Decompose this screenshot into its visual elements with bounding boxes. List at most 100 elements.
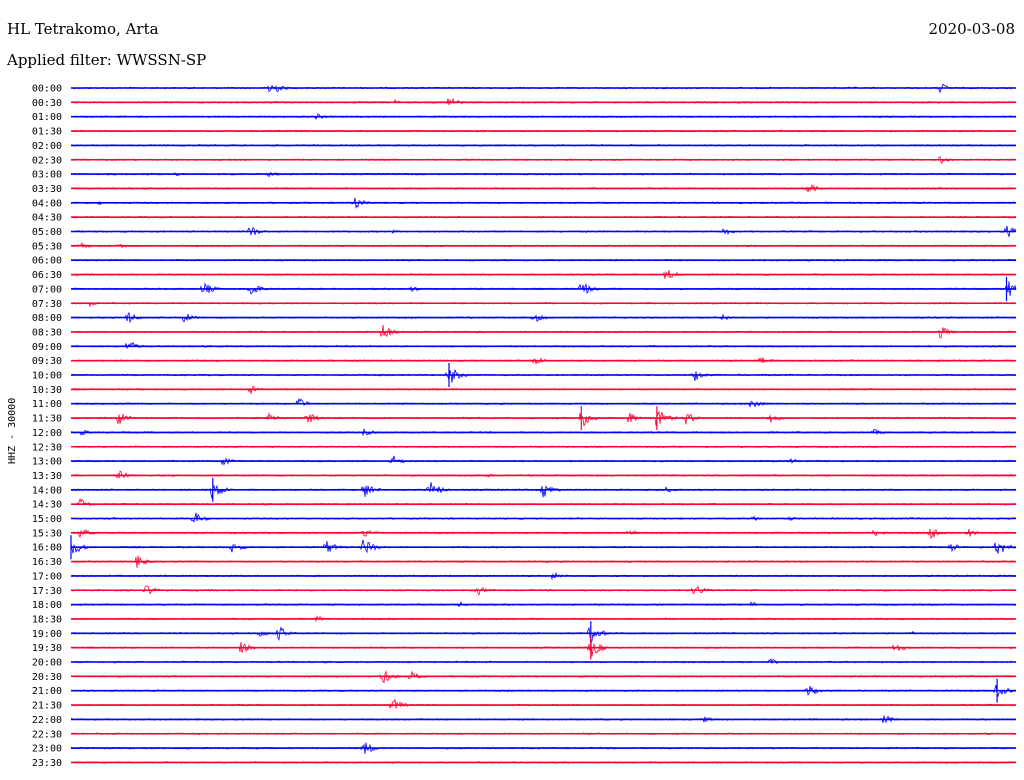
seismic-trace (71, 601, 1017, 608)
time-label: 14:00 (32, 485, 62, 496)
time-label: 20:00 (32, 658, 62, 669)
time-label: 09:00 (32, 342, 62, 353)
seismic-trace (71, 197, 1017, 209)
seismic-trace (70, 215, 1017, 219)
time-label: 00:30 (32, 98, 62, 109)
seismic-trace (70, 242, 1017, 249)
time-label: 20:30 (32, 672, 62, 683)
time-label: 08:00 (32, 313, 62, 324)
seismic-trace (70, 83, 1017, 94)
seismic-trace (70, 482, 1017, 499)
seismic-trace (70, 386, 1017, 395)
time-label: 19:30 (32, 643, 62, 654)
seismic-trace (70, 555, 1017, 568)
seismic-trace (70, 715, 1016, 724)
seismic-trace (70, 172, 1017, 178)
seismic-trace (70, 760, 1017, 764)
time-label: 01:30 (32, 127, 62, 138)
time-label: 22:30 (32, 729, 62, 740)
seismic-trace (70, 742, 1017, 754)
time-label: 23:00 (32, 744, 62, 755)
filter-label: Applied filter: WWSSN-SP (7, 51, 207, 69)
seismic-trace (70, 539, 1017, 554)
seismic-trace (70, 498, 1017, 507)
time-label: 04:00 (32, 198, 62, 209)
time-label: 01:00 (32, 112, 62, 123)
seismic-trace (70, 341, 1017, 349)
time-label: 16:30 (32, 557, 62, 568)
time-label: 07:30 (32, 299, 62, 310)
time-label: 05:00 (32, 227, 62, 238)
seismic-trace (70, 113, 1017, 120)
seismic-trace (70, 626, 1017, 645)
time-label: 03:30 (32, 184, 62, 195)
seismic-trace (70, 410, 1017, 427)
seismic-trace (71, 732, 1017, 736)
seismic-trace (70, 670, 1017, 684)
seismic-trace (70, 281, 1017, 296)
seismic-trace (70, 615, 1017, 623)
seismic-trace (70, 470, 1017, 479)
seismic-trace (70, 129, 1017, 133)
time-label: 18:00 (32, 600, 62, 611)
time-label: 12:00 (32, 428, 62, 439)
seismic-trace (70, 698, 1017, 710)
seismic-trace (70, 225, 1017, 238)
time-label: 11:00 (32, 399, 62, 410)
seismic-trace (70, 270, 1017, 279)
time-label: 02:00 (32, 141, 62, 152)
time-label: 16:00 (32, 543, 62, 554)
seismic-trace (70, 427, 1017, 437)
time-label: 10:30 (32, 385, 62, 396)
seismic-trace (70, 324, 1017, 339)
time-label: 12:30 (32, 442, 62, 453)
seismic-trace (70, 445, 1017, 449)
seismic-trace (70, 397, 1017, 408)
seismic-trace (70, 512, 1017, 523)
time-label: 00:00 (32, 84, 62, 95)
trace-rows: 00:00 00:30 01:00 01:30 02:00 02:30 03:00 03:30… (32, 83, 1017, 769)
channel-label: HHZ - 30000 (7, 398, 18, 464)
seismic-trace (70, 97, 1017, 105)
time-label: 13:30 (32, 471, 62, 482)
time-label: 10:00 (32, 371, 62, 382)
date-label: 2020-03-08 (928, 20, 1015, 38)
seismic-trace (70, 258, 1017, 262)
time-label: 21:30 (32, 701, 62, 712)
time-label: 04:30 (32, 213, 62, 224)
seismic-trace (70, 640, 1017, 657)
time-label: 03:00 (32, 170, 62, 181)
time-label: 18:30 (32, 614, 62, 625)
time-label: 11:30 (32, 414, 62, 425)
time-label: 15:00 (32, 514, 62, 525)
seismic-trace (70, 684, 1017, 698)
seismic-trace (70, 143, 1017, 147)
time-label: 09:30 (32, 356, 62, 367)
seismic-trace (70, 368, 1017, 383)
time-label: 08:30 (32, 327, 62, 338)
station-title: HL Tetrakomo, Arta (7, 20, 159, 38)
time-label: 06:30 (32, 270, 62, 281)
time-label: 15:30 (32, 528, 62, 539)
time-label: 23:30 (32, 758, 62, 769)
time-label: 05:30 (32, 241, 62, 252)
time-label: 13:00 (32, 457, 62, 468)
time-label: 02:30 (32, 155, 62, 166)
seismic-trace (70, 356, 1016, 365)
time-label: 21:00 (32, 686, 62, 697)
time-label: 22:00 (32, 715, 62, 726)
seismic-trace (70, 155, 1017, 165)
time-label: 06:00 (32, 256, 62, 267)
seismic-trace (70, 585, 1017, 596)
seismic-trace (70, 301, 1017, 308)
seismic-trace (70, 528, 1017, 540)
time-label: 17:30 (32, 586, 62, 597)
time-label: 17:00 (32, 571, 62, 582)
seismic-trace (70, 311, 1017, 324)
time-label: 14:30 (32, 500, 62, 511)
time-label: 07:00 (32, 284, 62, 295)
seismic-trace (70, 658, 1017, 665)
seismic-trace (70, 184, 1017, 193)
seismic-trace (70, 572, 1017, 581)
